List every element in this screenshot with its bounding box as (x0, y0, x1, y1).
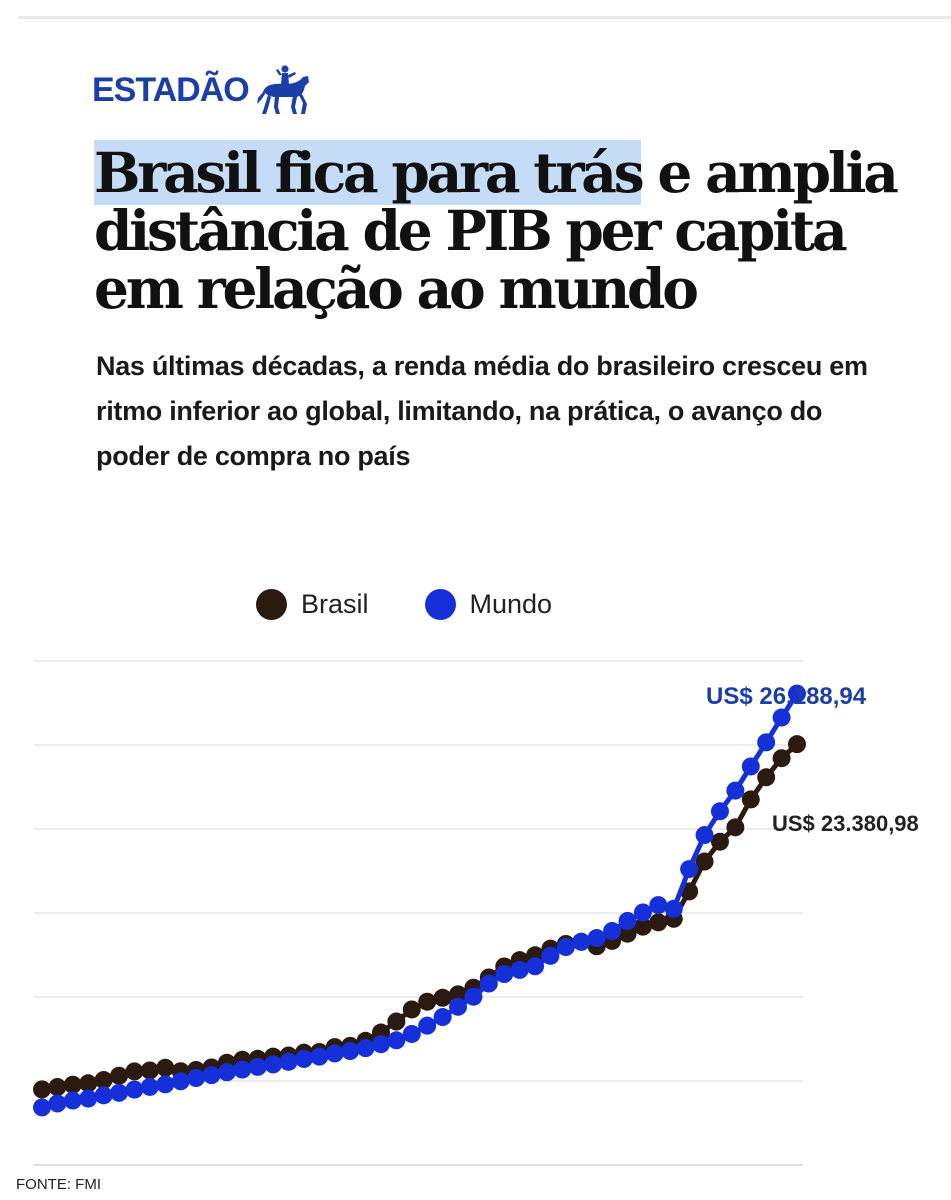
point-mundo (788, 684, 806, 703)
end-label-mundo: US$ 26.188,94 (706, 683, 867, 710)
point-mundo (387, 1031, 406, 1050)
point-brasil (649, 913, 668, 932)
point-brasil (79, 1074, 98, 1093)
gdp-per-capita-chart: US$ 26.188,94 US$ 23.380,98 (33, 660, 919, 1166)
point-mundo (279, 1052, 298, 1071)
point-mundo (94, 1086, 113, 1105)
point-mundo (556, 938, 575, 957)
point-mundo (310, 1047, 329, 1066)
point-mundo (48, 1094, 67, 1113)
point-brasil (449, 985, 468, 1004)
point-brasil (788, 735, 806, 754)
point-mundo (63, 1091, 82, 1110)
legend-dot-mundo (424, 589, 456, 620)
point-mundo (680, 860, 699, 879)
point-mundo (541, 946, 560, 965)
point-brasil (695, 852, 714, 871)
point-mundo (726, 781, 745, 800)
point-mundo (772, 708, 791, 727)
point-brasil (94, 1071, 113, 1090)
series-brasil (33, 735, 806, 1099)
point-mundo (217, 1063, 236, 1082)
point-mundo (757, 733, 776, 752)
legend-item-mundo: Mundo (424, 589, 553, 620)
point-mundo (233, 1060, 252, 1079)
point-mundo (264, 1055, 283, 1074)
point-brasil (110, 1066, 129, 1085)
source-note: FONTE: FMI (16, 1176, 101, 1193)
point-mundo (603, 922, 622, 940)
chart-end-labels: US$ 26.188,94 US$ 23.380,98 (706, 683, 919, 836)
subtitle: Nas últimas décadas, a renda média do br… (96, 351, 868, 471)
point-brasil (433, 988, 452, 1007)
point-brasil (63, 1075, 82, 1094)
point-mundo (79, 1089, 98, 1108)
point-brasil (140, 1061, 159, 1080)
point-mundo (741, 757, 760, 776)
point-mundo (587, 929, 606, 948)
point-mundo (572, 932, 591, 951)
point-mundo (710, 802, 729, 821)
point-brasil (741, 790, 760, 809)
point-brasil (125, 1062, 144, 1081)
point-brasil (726, 818, 745, 837)
point-mundo (325, 1044, 344, 1063)
point-mundo (633, 903, 652, 922)
point-brasil (757, 768, 776, 787)
point-mundo (664, 899, 683, 918)
top-divider (18, 16, 951, 19)
point-mundo (526, 957, 545, 976)
headline: Brasil fica para trás e amplia distância… (94, 140, 924, 318)
point-brasil (633, 917, 652, 936)
series-mundo (33, 684, 806, 1117)
headline-rest: e amplia distância de PIB per capita em … (94, 140, 899, 321)
estadao-logo[interactable]: ESTADÃO (92, 64, 313, 116)
legend-item-brasil: Brasil (256, 589, 369, 620)
point-brasil (710, 832, 729, 851)
headline-highlight: Brasil fica para trás (94, 140, 645, 205)
end-label-brasil: US$ 23.380,98 (772, 811, 919, 836)
point-mundo (695, 826, 714, 845)
point-mundo (433, 1008, 452, 1027)
point-mundo (356, 1039, 375, 1058)
point-mundo (402, 1024, 421, 1043)
point-brasil (48, 1078, 67, 1097)
point-mundo (418, 1016, 437, 1035)
horse-rider-icon (256, 65, 309, 114)
point-mundo (125, 1080, 144, 1099)
point-mundo (33, 1098, 51, 1117)
point-mundo (202, 1066, 221, 1085)
chart-legend: Brasil Mundo (256, 589, 608, 620)
point-brasil (418, 992, 437, 1011)
point-mundo (618, 911, 637, 930)
point-mundo (140, 1077, 159, 1096)
legend-label-mundo: Mundo (469, 589, 553, 619)
point-brasil (402, 1000, 421, 1019)
point-mundo (371, 1035, 390, 1054)
point-mundo (510, 960, 529, 979)
chart-series (33, 684, 806, 1117)
point-mundo (187, 1069, 206, 1088)
point-mundo (649, 896, 668, 915)
point-mundo (449, 997, 468, 1016)
point-brasil (618, 924, 637, 943)
point-mundo (495, 965, 514, 984)
point-brasil (156, 1058, 175, 1077)
point-mundo (156, 1075, 175, 1094)
point-brasil (772, 749, 791, 768)
point-mundo (248, 1057, 267, 1076)
point-mundo (294, 1049, 313, 1068)
point-mundo (341, 1042, 360, 1061)
point-mundo (110, 1083, 129, 1102)
logo-text: ESTADÃO (92, 70, 250, 109)
point-mundo (464, 987, 483, 1006)
legend-dot-brasil (256, 589, 287, 620)
point-brasil (387, 1012, 406, 1031)
point-mundo (171, 1072, 190, 1091)
point-mundo (479, 974, 498, 993)
legend-label-brasil: Brasil (301, 589, 369, 619)
point-brasil (33, 1080, 51, 1099)
